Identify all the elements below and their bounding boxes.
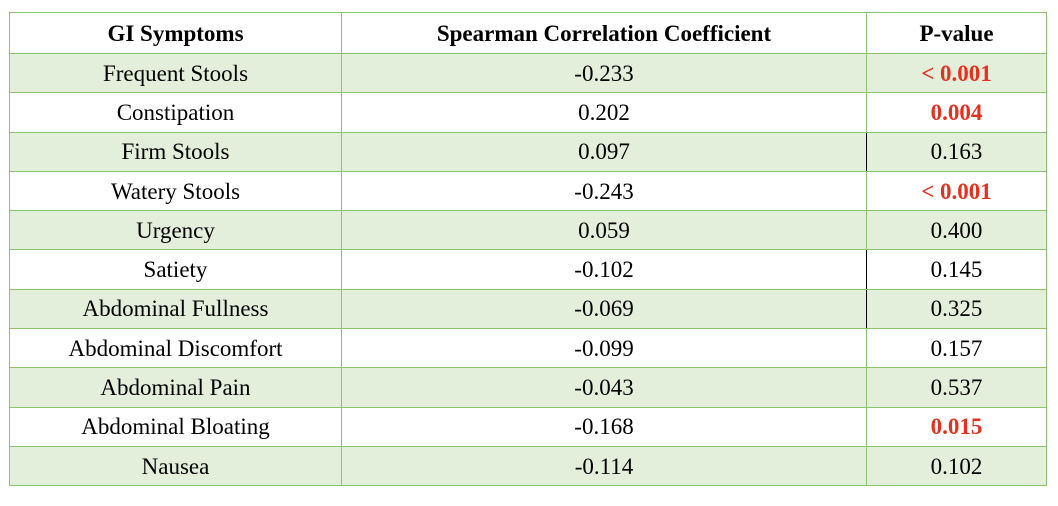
table-header-row: GI Symptoms Spearman Correlation Coeffic… [9,12,1047,54]
symptom-cell: Constipation [9,92,342,133]
table-row: Frequent Stools -0.233 < 0.001 [9,52,1047,94]
symptom-cell: Nausea [9,445,342,487]
coefficient-cell: -0.114 [341,445,867,487]
symptom-cell: Abdominal Discomfort [9,328,342,369]
p-value-cell: 0.157 [866,328,1047,369]
coefficient-cell: -0.233 [341,52,867,94]
symptom-cell: Abdominal Bloating [9,406,342,447]
coefficient-cell: -0.168 [341,406,867,447]
p-value-cell: < 0.001 [866,170,1047,212]
coefficient-cell: -0.069 [341,288,867,330]
p-value-cell: < 0.001 [866,52,1047,94]
header-gi-symptoms: GI Symptoms [9,12,342,54]
header-p-value: P-value [866,12,1047,54]
coefficient-cell: -0.043 [341,367,867,408]
table-row: Satiety -0.102 0.145 [9,249,1047,290]
coefficient-cell: 0.202 [341,92,867,133]
coefficient-cell: 0.059 [341,210,867,251]
coefficient-cell: -0.102 [341,249,867,290]
p-value-cell: 0.163 [866,131,1047,172]
symptom-cell: Urgency [9,210,342,251]
p-value-cell: 0.145 [866,249,1047,290]
coefficient-cell: -0.243 [341,170,867,212]
table-row: Urgency 0.059 0.400 [9,210,1047,251]
symptom-cell: Satiety [9,249,342,290]
table-row: Abdominal Discomfort -0.099 0.157 [9,328,1047,369]
header-spearman-coefficient: Spearman Correlation Coefficient [341,12,867,54]
p-value-cell: 0.102 [866,445,1047,487]
table-row: Abdominal Fullness -0.069 0.325 [9,288,1047,330]
p-value-cell: 0.325 [866,288,1047,330]
p-value-cell: 0.400 [866,210,1047,251]
symptom-cell: Abdominal Pain [9,367,342,408]
gi-symptoms-correlation-table: GI Symptoms Spearman Correlation Coeffic… [9,12,1047,487]
table-row: Constipation 0.202 0.004 [9,92,1047,133]
table-row: Nausea -0.114 0.102 [9,445,1047,487]
symptom-cell: Firm Stools [9,131,342,172]
p-value-cell: 0.015 [866,406,1047,447]
table-row: Abdominal Bloating -0.168 0.015 [9,406,1047,447]
p-value-cell: 0.004 [866,92,1047,133]
correlation-table-container: GI Symptoms Spearman Correlation Coeffic… [9,12,1047,487]
table-row: Firm Stools 0.097 0.163 [9,131,1047,172]
p-value-cell: 0.537 [866,367,1047,408]
coefficient-cell: 0.097 [341,131,867,172]
symptom-cell: Frequent Stools [9,52,342,94]
symptom-cell: Abdominal Fullness [9,288,342,330]
table-row: Watery Stools -0.243 < 0.001 [9,170,1047,212]
coefficient-cell: -0.099 [341,328,867,369]
symptom-cell: Watery Stools [9,170,342,212]
table-row: Abdominal Pain -0.043 0.537 [9,367,1047,408]
